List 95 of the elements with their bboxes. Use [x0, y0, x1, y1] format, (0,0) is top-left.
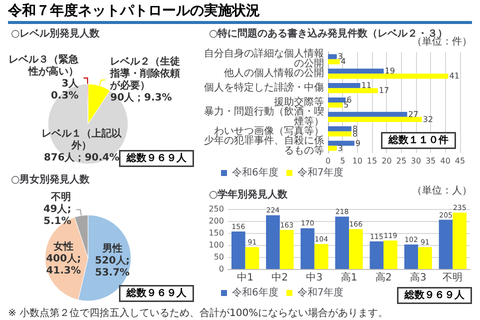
data-label: 11 — [361, 81, 372, 90]
bar — [328, 126, 352, 132]
x-tick-label: 40 — [440, 156, 450, 166]
bar — [328, 102, 343, 108]
chart-title: ○学年別発見人数 — [209, 188, 289, 200]
text: 総数９６９人 — [404, 289, 466, 301]
data-label: 8 — [352, 124, 358, 134]
slice-label: 男性 — [101, 242, 122, 254]
x-tick-label: 高1 — [340, 272, 358, 284]
bar — [266, 215, 280, 269]
x-tick-label: 中1 — [237, 272, 254, 284]
data-label: 876人；90.4% — [44, 152, 120, 164]
data-label: 400人; 41.3% — [46, 252, 81, 277]
data-label: 3 — [338, 144, 343, 153]
bar — [328, 59, 340, 64]
bar — [328, 140, 354, 146]
legend-label: 令和6年度 — [232, 166, 278, 178]
y-tick-label: 0 — [218, 264, 224, 274]
x-tick-label: 不明 — [442, 272, 463, 284]
y-tick-label: 50 — [214, 252, 224, 262]
slice-label: 女性 — [52, 240, 74, 253]
data-label: 27 — [408, 110, 418, 119]
annotation: 総数１１０件 — [388, 134, 448, 146]
x-tick-label: 高3 — [410, 272, 426, 284]
bar — [328, 54, 337, 60]
y-tick-label: 少年の犯罪事件、自殺に係るもの等 — [204, 134, 324, 156]
data-label: 5 — [344, 100, 349, 110]
x-tick-label: 45 — [454, 156, 466, 166]
text: （単位：人） — [412, 184, 472, 196]
data-label: 90人；9.3% — [110, 91, 172, 104]
x-tick-label: 0 — [325, 156, 331, 166]
bar — [280, 230, 294, 269]
legend-label: 令和6年度 — [232, 286, 278, 298]
y-tick-label: 100 — [208, 240, 224, 250]
data-label: 17 — [378, 86, 390, 96]
chart-title: ○男女別発見人数 — [11, 174, 91, 186]
data-label: 19 — [384, 66, 395, 76]
slice-label: レベル１（上記以外） — [42, 128, 123, 152]
slice-label: 不明 — [50, 191, 72, 204]
bar — [384, 240, 398, 269]
bar — [300, 228, 314, 269]
x-tick-label: 10 — [352, 156, 362, 166]
data-label: 49人; 5.1% — [43, 203, 72, 228]
text: 総数９６９人 — [126, 152, 188, 164]
bar — [328, 88, 378, 94]
y-tick-label: 他人の個人情報の公開 — [224, 67, 324, 80]
bar — [328, 112, 408, 117]
y-tick-label: 250 — [208, 204, 224, 214]
bar — [370, 241, 384, 269]
text: ※ 小数点第２位で四捨五入しているため、合計が100%にならない場合があります。 — [8, 306, 388, 320]
bar — [231, 232, 246, 269]
bar — [404, 244, 418, 269]
data-label: 520人; 53.7% — [94, 254, 130, 278]
data-label: 3 — [338, 52, 343, 62]
x-tick-label: 20 — [382, 156, 392, 166]
bar — [328, 131, 352, 136]
data-label: 32 — [422, 114, 434, 124]
bar — [418, 247, 432, 269]
slice-label: レベル２（生徒指導・削除依頼が必要） — [109, 55, 180, 92]
data-label: 4 — [340, 57, 346, 66]
bar — [245, 247, 260, 269]
x-tick-label: 5 — [340, 156, 346, 166]
bar — [328, 116, 422, 122]
x-tick-label: 中2 — [272, 272, 288, 284]
data-label: 41 — [449, 72, 460, 81]
y-tick-label: 200 — [208, 216, 224, 226]
data-label: 3人 0.3% — [50, 78, 80, 102]
y-tick-label: 個人を特定した誹謗・中傷 — [204, 82, 324, 94]
text: 総数９６９人 — [126, 287, 188, 299]
x-tick-label: 35 — [426, 156, 436, 166]
bar — [335, 216, 349, 269]
bar — [452, 212, 467, 269]
data-label: 6 — [346, 95, 352, 104]
x-tick-label: 30 — [410, 156, 422, 166]
x-tick-label: 15 — [366, 156, 378, 166]
x-tick-label: 25 — [396, 156, 406, 166]
bar — [328, 74, 448, 79]
bar — [314, 244, 328, 269]
bar — [328, 83, 360, 88]
y-tick-label: 援助交際等 — [274, 96, 324, 108]
x-tick-label: 高2 — [375, 272, 392, 284]
chart-subtitle: ○レベル別発見人数 — [11, 28, 101, 40]
data-label: 9 — [355, 138, 360, 148]
slice-label: レベル３（緊急性が高い） — [8, 54, 80, 78]
bar — [349, 229, 363, 269]
x-tick-label: 中3 — [306, 272, 323, 284]
legend-label: 令和7年度 — [297, 166, 344, 178]
legend-label: 令和7年度 — [297, 286, 344, 298]
bar — [438, 220, 453, 269]
bar — [328, 68, 384, 74]
bar — [328, 146, 337, 151]
y-tick-label: 150 — [208, 228, 224, 238]
chart-title: 令和７年度ネットパトロールの実施状況 — [8, 2, 472, 24]
bar — [328, 97, 346, 102]
y-tick-label: わいせつ画像（写真等） — [214, 124, 324, 137]
